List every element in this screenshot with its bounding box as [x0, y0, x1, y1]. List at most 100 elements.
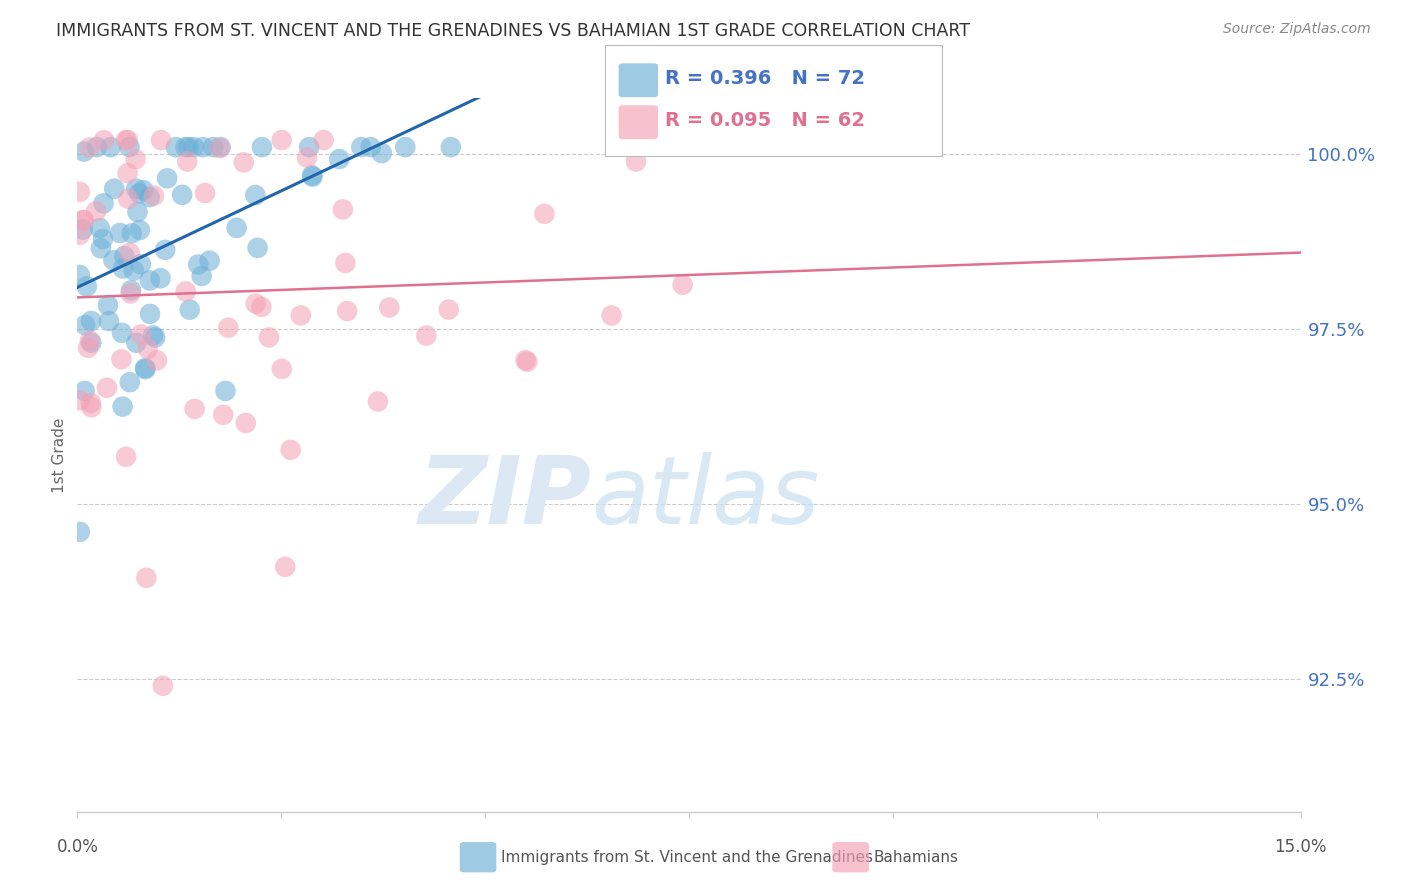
Point: [335, 256, 357, 270]
Point: [257, 330, 280, 344]
Point: [209, 140, 232, 154]
Point: [122, 263, 145, 277]
Point: [174, 285, 197, 299]
Point: [142, 188, 165, 202]
Point: [89, 221, 111, 235]
Point: [117, 166, 139, 180]
Point: [77, 341, 100, 355]
Point: [135, 571, 157, 585]
Point: [111, 400, 134, 414]
Point: [118, 375, 141, 389]
Point: [270, 133, 292, 147]
Point: [108, 226, 131, 240]
Point: [118, 245, 141, 260]
Point: [177, 140, 200, 154]
Text: 0.0%: 0.0%: [56, 838, 98, 855]
Point: [516, 355, 538, 369]
Text: ZIP: ZIP: [418, 451, 591, 544]
Text: Bahamians: Bahamians: [873, 850, 957, 864]
Point: [295, 151, 318, 165]
Point: [378, 301, 401, 315]
Y-axis label: 1st Grade: 1st Grade: [52, 417, 67, 492]
Point: [110, 352, 132, 367]
Point: [120, 283, 142, 297]
Point: [280, 442, 302, 457]
Point: [183, 401, 205, 416]
Point: [172, 187, 194, 202]
Point: [139, 190, 162, 204]
Text: Immigrants from St. Vincent and the Grenadines: Immigrants from St. Vincent and the Gren…: [501, 850, 873, 864]
Point: [103, 253, 125, 268]
Point: [75, 318, 97, 332]
Point: [115, 450, 138, 464]
Point: [179, 302, 201, 317]
Point: [125, 182, 148, 196]
Point: [100, 140, 122, 154]
Point: [125, 335, 148, 350]
Point: [270, 362, 292, 376]
Text: R = 0.095   N = 62: R = 0.095 N = 62: [665, 111, 865, 130]
Point: [69, 227, 91, 242]
Point: [153, 243, 176, 257]
Point: [367, 394, 389, 409]
Point: [72, 213, 94, 227]
Point: [84, 204, 107, 219]
Point: [86, 140, 108, 154]
Point: [93, 133, 115, 147]
Point: [415, 328, 437, 343]
Point: [128, 223, 150, 237]
Point: [76, 279, 98, 293]
Point: [301, 169, 323, 183]
Point: [142, 328, 165, 343]
Point: [80, 314, 103, 328]
Point: [437, 302, 460, 317]
Point: [73, 145, 96, 159]
Point: [146, 353, 169, 368]
Point: [97, 314, 120, 328]
Point: [103, 182, 125, 196]
Point: [111, 326, 134, 340]
Point: [139, 307, 162, 321]
Point: [90, 241, 112, 255]
Point: [69, 524, 91, 539]
Point: [72, 222, 94, 236]
Point: [124, 153, 146, 167]
Point: [672, 277, 695, 292]
Point: [80, 335, 103, 350]
Point: [360, 140, 382, 154]
Point: [371, 146, 394, 161]
Point: [112, 249, 135, 263]
Point: [332, 202, 354, 217]
Point: [156, 171, 179, 186]
Point: [73, 213, 96, 227]
Point: [208, 141, 231, 155]
Point: [174, 140, 197, 154]
Point: [136, 342, 159, 356]
Point: [91, 232, 114, 246]
Point: [394, 140, 416, 154]
Point: [250, 300, 273, 314]
Text: 15.0%: 15.0%: [1274, 838, 1327, 855]
Point: [93, 196, 115, 211]
Point: [134, 361, 156, 376]
Point: [711, 133, 734, 147]
Point: [187, 258, 209, 272]
Point: [134, 362, 156, 376]
Point: [250, 140, 273, 154]
Point: [225, 220, 247, 235]
Point: [80, 396, 103, 410]
Point: [129, 327, 152, 342]
Point: [69, 185, 91, 199]
Point: [149, 271, 172, 285]
Text: R = 0.396   N = 72: R = 0.396 N = 72: [665, 69, 865, 88]
Point: [274, 559, 297, 574]
Point: [152, 679, 174, 693]
Point: [312, 133, 335, 147]
Point: [515, 353, 537, 368]
Point: [212, 408, 235, 422]
Point: [336, 304, 359, 318]
Point: [235, 416, 257, 430]
Text: IMMIGRANTS FROM ST. VINCENT AND THE GRENADINES VS BAHAMIAN 1ST GRADE CORRELATION: IMMIGRANTS FROM ST. VINCENT AND THE GREN…: [56, 22, 970, 40]
Point: [129, 257, 152, 271]
Point: [624, 154, 647, 169]
